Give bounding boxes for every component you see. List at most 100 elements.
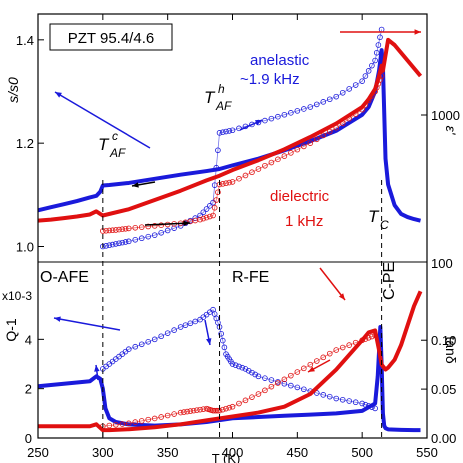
y-tick-label: 4 <box>25 332 32 347</box>
data-point <box>339 396 346 403</box>
x-tick-label: 250 <box>27 445 49 460</box>
data-point <box>229 127 236 134</box>
data-point <box>221 344 228 351</box>
data-point <box>219 337 226 344</box>
data-point <box>203 206 210 212</box>
data-point <box>219 181 226 187</box>
data-point <box>281 376 288 383</box>
label-taf-c-sub: AF <box>109 146 126 160</box>
data-point <box>192 318 199 325</box>
annotation-dielectric-freq: 1 kHz <box>285 213 323 230</box>
data-point <box>365 97 372 104</box>
data-point <box>326 350 333 357</box>
data-point <box>103 243 109 249</box>
data-point <box>365 68 372 74</box>
data-point <box>122 226 129 232</box>
data-point <box>369 333 375 340</box>
data-point <box>320 99 327 105</box>
data-point <box>177 409 184 416</box>
data-point <box>197 216 203 223</box>
x-tick-label: 400 <box>222 445 244 460</box>
data-point <box>294 108 301 114</box>
data-point <box>372 332 378 339</box>
data-point <box>262 162 268 169</box>
data-point <box>236 125 242 132</box>
data-point <box>138 235 145 242</box>
data-point <box>249 169 255 176</box>
data-point <box>362 73 369 79</box>
data-point <box>119 421 126 427</box>
data-point <box>119 226 126 232</box>
data-point <box>229 179 236 185</box>
data-point <box>275 380 281 386</box>
data-point <box>113 227 119 233</box>
x-tick-label: 450 <box>286 445 308 460</box>
y-axis-label-right: tanδ <box>443 336 459 363</box>
data-point <box>125 225 132 232</box>
series-guide-line <box>102 75 382 232</box>
label-taf-h-sup: h <box>218 82 225 96</box>
data-point <box>268 383 275 390</box>
data-point <box>213 407 220 414</box>
data-point <box>352 399 359 406</box>
arrow-red-cooling-head <box>308 366 315 372</box>
data-point <box>125 238 132 245</box>
data-point <box>268 159 275 166</box>
data-point <box>346 398 353 404</box>
arrow-blue-heating-head <box>255 120 262 126</box>
data-point <box>213 197 220 203</box>
data-point <box>333 395 340 402</box>
data-point <box>236 175 242 182</box>
label-taf-c-sup: c <box>112 129 118 143</box>
data-point <box>262 375 268 381</box>
data-point <box>320 132 327 139</box>
data-point <box>377 34 383 41</box>
data-point <box>187 408 194 414</box>
x-tick-label: 500 <box>351 445 373 460</box>
data-point <box>223 128 229 135</box>
data-point <box>346 86 353 92</box>
label-tc-sub: C <box>380 218 389 232</box>
data-point <box>346 342 353 348</box>
data-point <box>307 104 314 110</box>
data-point <box>242 397 249 404</box>
data-point <box>294 384 301 391</box>
annotation-dielectric: dielectric <box>270 188 330 205</box>
data-point <box>313 136 320 143</box>
data-point <box>177 324 184 330</box>
y-tick-label: 1.0 <box>16 240 34 255</box>
data-point <box>216 130 223 136</box>
data-point <box>339 120 346 126</box>
data-point <box>346 115 353 122</box>
data-point <box>281 111 288 118</box>
data-point <box>249 121 255 128</box>
data-point <box>125 346 132 353</box>
data-point <box>119 239 126 246</box>
y-tick-label: 0 <box>25 431 32 446</box>
y-tick-label: 0.10 <box>431 333 456 348</box>
y-tick-label: 1000 <box>431 108 460 123</box>
x-tick-label: 350 <box>157 445 179 460</box>
data-point <box>365 334 372 341</box>
data-point <box>239 364 246 371</box>
data-point <box>164 227 171 234</box>
data-point <box>339 344 346 351</box>
data-point <box>288 110 294 116</box>
data-point <box>255 391 262 397</box>
data-point <box>375 42 382 48</box>
data-point <box>372 57 378 64</box>
data-point <box>320 392 327 398</box>
data-point <box>197 406 203 413</box>
data-point <box>106 422 113 429</box>
label-taf-c: T <box>98 135 110 154</box>
data-point <box>369 404 375 410</box>
data-point <box>145 416 152 423</box>
data-point <box>219 406 226 413</box>
data-point <box>158 414 164 420</box>
y-axis-label: s/s0 <box>5 77 21 103</box>
data-point <box>145 338 152 345</box>
data-point <box>362 336 369 342</box>
data-point <box>333 124 340 131</box>
data-point <box>281 380 288 387</box>
